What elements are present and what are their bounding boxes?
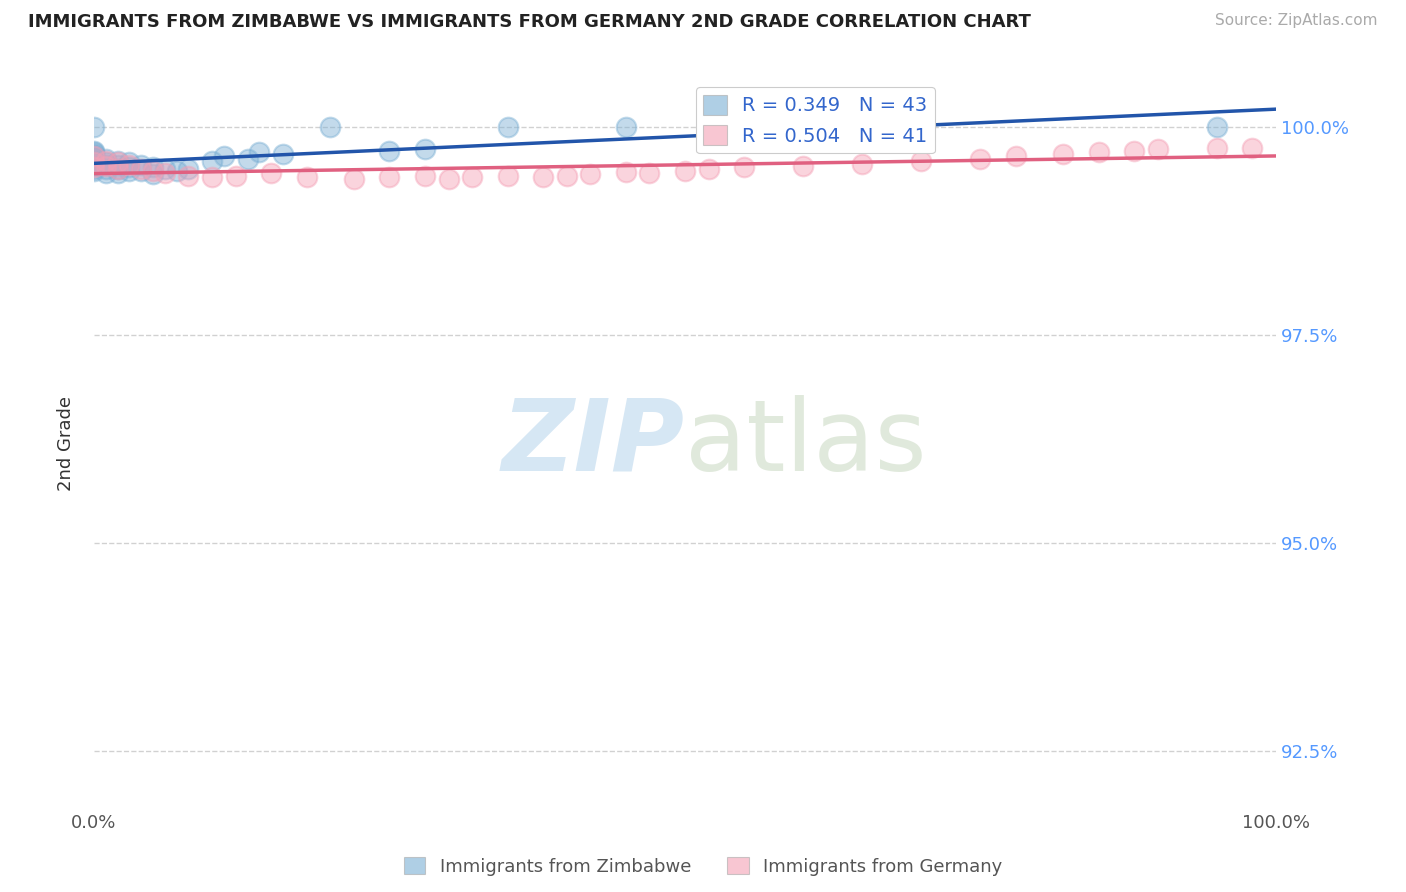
Point (177, 161, 200, 176)
Point (378, 144, 401, 158)
Point (236, 152, 259, 166)
Point (496, 169, 519, 183)
Point (94, 155, 117, 169)
Point (94, 158, 117, 172)
Point (153, 166, 176, 180)
Point (142, 161, 165, 175)
Point (107, 166, 129, 180)
Point (851, 157, 873, 171)
Point (1205, 141, 1227, 155)
Point (579, 167, 602, 181)
Point (83, 144, 105, 158)
Text: IMMIGRANTS FROM ZIMBABWE VS IMMIGRANTS FROM GERMANY 2ND GRADE CORRELATION CHART: IMMIGRANTS FROM ZIMBABWE VS IMMIGRANTS F… (28, 13, 1031, 31)
Point (271, 147, 294, 161)
Point (83, 147, 105, 161)
Point (107, 161, 129, 176)
Point (107, 161, 129, 176)
Point (319, 120, 342, 135)
Point (118, 164, 141, 178)
Point (1146, 142, 1168, 156)
Point (1087, 145, 1109, 160)
Point (1052, 147, 1074, 161)
Point (94, 166, 117, 180)
Point (437, 172, 460, 186)
Point (118, 155, 141, 169)
Point (1005, 149, 1028, 163)
Point (1241, 141, 1264, 155)
Point (343, 172, 366, 186)
Point (614, 120, 637, 135)
Point (378, 170, 401, 185)
Point (83, 160, 105, 174)
Point (83, 163, 105, 178)
Point (107, 153, 129, 168)
Point (969, 152, 991, 166)
Point (94, 161, 117, 176)
Point (94, 153, 117, 168)
Point (107, 155, 129, 169)
Point (638, 166, 661, 180)
Point (413, 142, 436, 156)
Point (83, 120, 105, 135)
Point (295, 170, 318, 185)
Point (83, 155, 105, 169)
Legend: R = 0.349   N = 43, R = 0.504   N = 41: R = 0.349 N = 43, R = 0.504 N = 41 (696, 87, 935, 153)
Point (83, 153, 105, 168)
Point (118, 161, 141, 175)
Point (733, 120, 755, 135)
Point (260, 166, 283, 180)
Point (1205, 120, 1227, 135)
Point (910, 153, 932, 168)
Point (129, 161, 152, 176)
Point (129, 158, 152, 172)
Point (142, 167, 165, 181)
Text: Source: ZipAtlas.com: Source: ZipAtlas.com (1215, 13, 1378, 29)
Point (225, 169, 247, 183)
Point (94, 159, 117, 173)
Point (142, 163, 165, 178)
Point (153, 161, 176, 176)
Point (201, 153, 224, 168)
Point (107, 158, 129, 172)
Point (118, 158, 141, 172)
Point (531, 170, 554, 185)
Point (496, 120, 519, 135)
Y-axis label: 2nd Grade: 2nd Grade (58, 396, 75, 491)
Point (1123, 144, 1146, 158)
Point (83, 149, 105, 163)
Point (83, 161, 105, 175)
Point (83, 155, 105, 169)
Text: ZIP: ZIP (502, 395, 685, 492)
Point (249, 145, 271, 160)
Point (129, 163, 152, 178)
Point (201, 170, 224, 185)
Point (212, 149, 235, 163)
Point (461, 170, 484, 185)
Point (166, 163, 188, 178)
Point (94, 152, 117, 166)
Point (83, 145, 105, 160)
Point (673, 163, 696, 178)
Point (413, 169, 436, 183)
Point (733, 161, 755, 175)
Point (83, 158, 105, 172)
Point (555, 169, 578, 183)
Point (697, 161, 720, 176)
Legend: Immigrants from Zimbabwe, Immigrants from Germany: Immigrants from Zimbabwe, Immigrants fro… (396, 850, 1010, 883)
Point (792, 159, 814, 173)
Point (83, 151, 105, 165)
Point (614, 165, 637, 179)
Point (83, 161, 105, 176)
Point (83, 149, 105, 163)
Text: atlas: atlas (685, 395, 927, 492)
Point (177, 169, 200, 183)
